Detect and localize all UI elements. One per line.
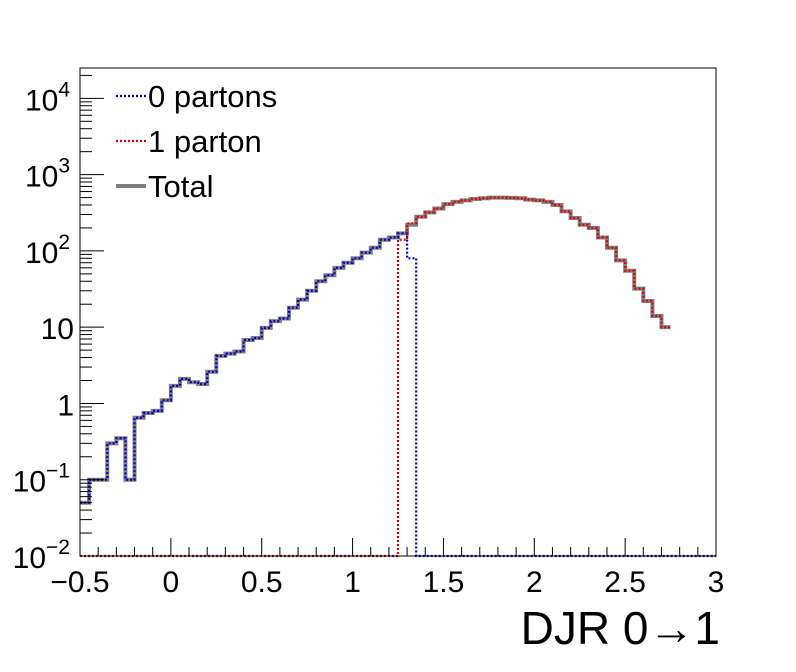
y-tick-label: 10−2 [13,536,70,575]
legend-label-0-partons: 0 partons [148,79,277,114]
x-tick-label: 2.5 [604,566,646,599]
x-tick-label: −0.5 [50,566,109,599]
x-axis-label: DJR 0→1 [521,602,720,654]
y-tick-label: 103 [25,155,70,194]
y-tick-label: 102 [25,231,70,270]
x-axis-ticks: −0.5 0 0.5 1 1.5 2 2.5 3 [50,538,724,599]
x-tick-label: 1.5 [423,566,465,599]
series-line-1-parton [80,196,671,558]
plot-frame [79,67,717,557]
y-tick-label: 10−1 [13,460,70,499]
legend-label-1-parton: 1 parton [148,124,262,159]
legend-label-total: Total [148,169,213,204]
x-tick-label: 0 [163,566,180,599]
x-tick-label: 2 [526,566,543,599]
y-tick-label: 10 [41,313,74,346]
x-tick-label: 1 [344,566,361,599]
x-tick-label: 0.5 [241,566,283,599]
y-axis-ticks: 10−2 10−1 1 10 102 103 104 [13,74,104,575]
x-tick-label: 3 [708,566,725,599]
y-tick-label: 1 [57,389,74,422]
legend: 0 partons 1 parton Total [116,79,277,204]
y-tick-label: 104 [25,78,70,117]
